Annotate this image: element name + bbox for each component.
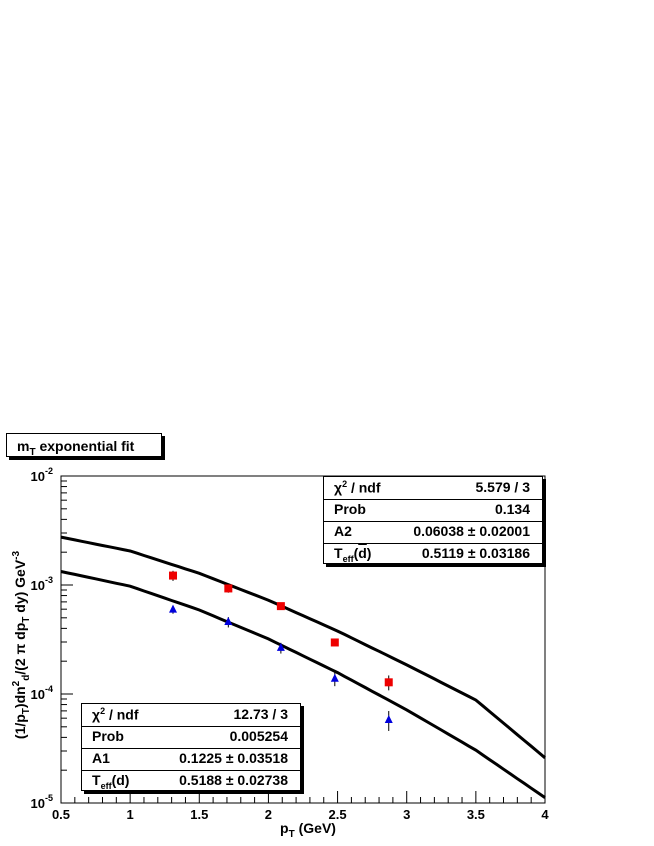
- stats-box-bottom: χ2 / ndf 12.73 / 3 Prob 0.005254 A1 0.1225 …: [81, 703, 301, 791]
- stats-top-row: Teff(d) 0.5119 ± 0.03186: [334, 545, 530, 564]
- data-point-triangle: [224, 616, 233, 625]
- data-point-triangle: [169, 604, 178, 613]
- stats-bottom-row: χ2 / ndf 12.73 / 3: [82, 704, 300, 727]
- stats-bottom-row: Prob 0.005254: [82, 726, 300, 749]
- y-tick-label: 10-2: [31, 466, 53, 484]
- stats-box-top: χ2 / ndf 5.579 / 3 Prob 0.134 A2 0.06038 ± …: [323, 476, 543, 564]
- y-tick-label: 10-4: [31, 684, 53, 702]
- x-tick-label: 1.5: [190, 807, 208, 822]
- x-tick-label: 2: [265, 807, 272, 822]
- data-point-square: [330, 638, 339, 647]
- fit-curve: [60, 535, 546, 759]
- chart-title: mT exponential fit: [6, 433, 162, 458]
- data-point-triangle: [384, 714, 393, 723]
- x-tick-label: 3.5: [467, 807, 485, 822]
- data-point-square: [169, 571, 178, 580]
- data-points: [169, 570, 393, 731]
- y-tick-label: 10-5: [31, 793, 53, 811]
- y-axis-label: (1/pT)dn2d/(2 π dpT dy) GeV-3: [11, 550, 32, 739]
- stats-top-row: Prob 0.134: [324, 499, 542, 522]
- stats-top-row: A2 0.06038 ± 0.02001: [324, 521, 542, 544]
- x-tick-label: 1: [127, 807, 134, 822]
- x-tick-label: 2.5: [329, 807, 347, 822]
- plot-frame: [60, 475, 546, 804]
- stats-top-row: χ2 / ndf 5.579 / 3: [324, 477, 542, 500]
- data-point-square: [224, 584, 233, 593]
- axes: 0.5 1 1.5 2 2.5 3 3.5 4 10-5 10-4 10-3 10-2: [31, 466, 550, 822]
- stats-bottom-row: A1 0.1225 ± 0.03518: [82, 748, 300, 771]
- data-point-triangle: [330, 673, 339, 682]
- data-point-square: [384, 678, 393, 687]
- stats-bottom-row: Teff(d) 0.5188 ± 0.02738: [92, 772, 288, 791]
- data-point-triangle: [276, 642, 285, 651]
- fit-curves: [60, 535, 546, 799]
- data-point-square: [276, 602, 285, 611]
- x-tick-label: 3: [403, 807, 410, 822]
- x-axis-label: pT (GeV): [280, 820, 336, 840]
- y-tick-label: 10-3: [31, 575, 53, 593]
- x-tick-label: 4: [541, 807, 549, 822]
- fit-curve: [60, 570, 546, 799]
- x-tick-label: 0.5: [52, 807, 70, 822]
